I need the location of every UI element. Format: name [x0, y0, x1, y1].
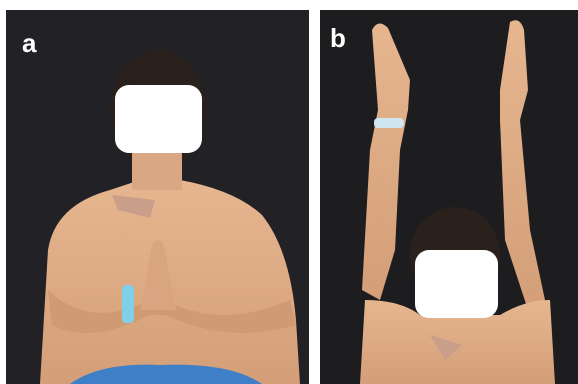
- right-arm: [500, 20, 545, 310]
- hands: [140, 240, 176, 310]
- wristband: [374, 118, 404, 128]
- scar: [112, 195, 155, 218]
- neck: [132, 150, 182, 190]
- face-cover: [115, 85, 202, 153]
- panel-label: a: [22, 28, 37, 58]
- torso: [360, 300, 555, 384]
- panel-label: b: [330, 23, 346, 53]
- shorts: [70, 364, 262, 384]
- forearms: [48, 290, 296, 333]
- panel-a: a: [6, 10, 309, 384]
- face-cover: [415, 250, 498, 318]
- panel-b: b: [320, 10, 578, 384]
- wristband: [122, 285, 134, 323]
- scar: [430, 335, 462, 360]
- left-arm: [362, 23, 410, 301]
